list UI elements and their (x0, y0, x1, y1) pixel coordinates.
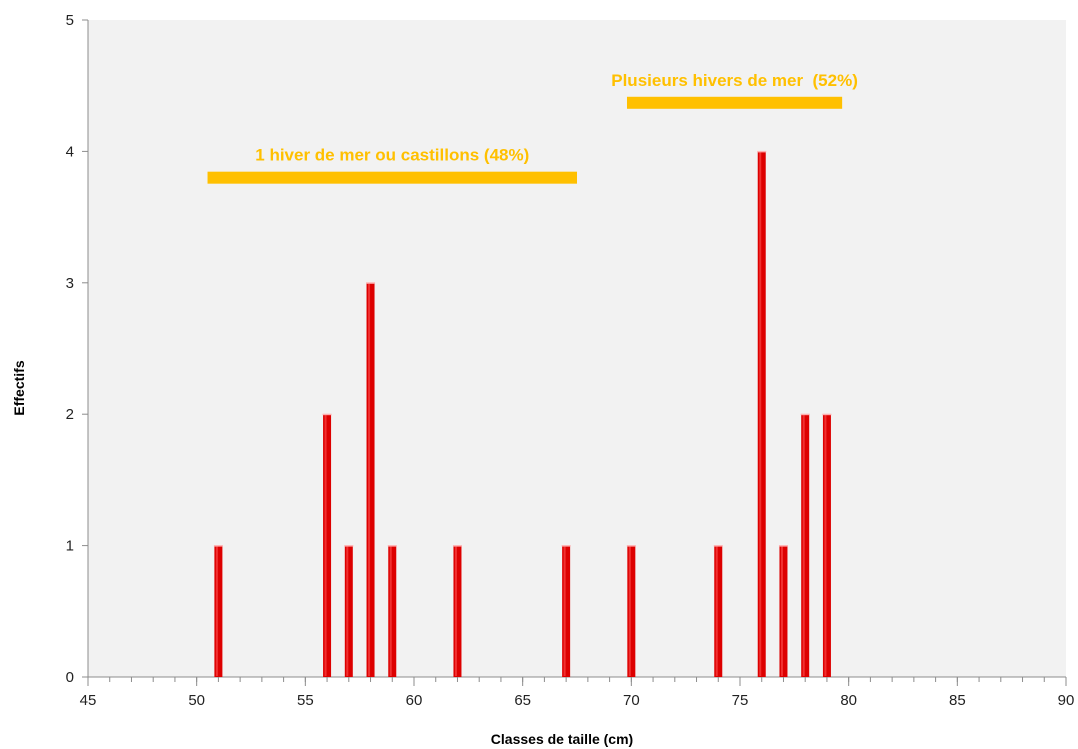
bar (452, 545, 462, 677)
bar-highlight (563, 546, 566, 676)
x-tick-label: 50 (188, 692, 205, 709)
bar (322, 413, 332, 677)
bar-highlight (802, 415, 805, 676)
bar-body (801, 414, 810, 677)
bar-body (453, 545, 462, 677)
bar (366, 282, 376, 677)
bars (213, 150, 832, 677)
x-tick-label: 55 (297, 692, 314, 709)
bar-body (366, 282, 375, 677)
bar-highlight (715, 546, 718, 676)
x-tick-label: 60 (406, 692, 423, 709)
bar-highlight (389, 546, 392, 676)
bar-top (366, 282, 376, 284)
bar-highlight (628, 546, 631, 676)
bar (344, 545, 354, 677)
bar-top (452, 545, 462, 547)
bar-highlight (780, 546, 783, 676)
bar-body (214, 545, 223, 677)
bar-body (627, 545, 636, 677)
bar (800, 413, 810, 677)
x-tick-label: 75 (732, 692, 749, 709)
bar-highlight (346, 546, 349, 676)
bar (713, 545, 723, 677)
bar-body (822, 414, 831, 677)
y-tick-label: 5 (66, 12, 74, 29)
bar (561, 545, 571, 677)
bar-body (779, 545, 788, 677)
y-axis-title: Effectifs (11, 360, 27, 415)
x-tick-label: 70 (623, 692, 640, 709)
bar-highlight (368, 283, 371, 676)
bar (757, 150, 767, 677)
bar-body (757, 151, 766, 677)
y-tick-label: 3 (66, 275, 74, 292)
bar-body (323, 414, 332, 677)
bar-highlight (759, 152, 762, 676)
bar-highlight (824, 415, 827, 676)
bar-body (344, 545, 353, 677)
x-tick-label: 85 (949, 692, 966, 709)
y-tick-label: 1 (66, 538, 74, 555)
bar-top (213, 545, 223, 547)
range-label: 1 hiver de mer ou castillons (48%) (255, 146, 529, 165)
y-tick-label: 2 (66, 406, 74, 423)
range-label: Plusieurs hivers de mer (52%) (611, 71, 858, 90)
annotations: 1 hiver de mer ou castillons (48%) Plusie… (207, 71, 858, 184)
bar-top (561, 545, 571, 547)
y-tick-label: 4 (66, 143, 74, 160)
bar-highlight (215, 546, 218, 676)
bar-top (800, 413, 810, 416)
bar (778, 545, 788, 677)
plot-area (88, 20, 1066, 677)
bar-body (714, 545, 723, 677)
y-tick-label: 0 (66, 669, 74, 686)
bar-top (778, 545, 788, 547)
range-bar (207, 171, 578, 184)
bar-top (322, 413, 332, 416)
bar-top (344, 545, 354, 547)
bar-top (757, 150, 767, 153)
bar-body (562, 545, 571, 677)
x-tick-label: 80 (840, 692, 857, 709)
x-tick-label: 90 (1058, 692, 1075, 709)
bar (822, 413, 832, 677)
bar-highlight (324, 415, 327, 676)
bar-top (387, 545, 397, 547)
x-tick-label: 65 (514, 692, 531, 709)
bar-highlight (454, 546, 457, 676)
bar (387, 545, 397, 677)
bar-top (713, 545, 723, 547)
bar (213, 545, 223, 677)
bar (626, 545, 636, 677)
bar-top (822, 413, 832, 416)
x-tick-label: 45 (80, 692, 97, 709)
x-axis-title: Classes de taille (cm) (491, 731, 633, 747)
bar-top (626, 545, 636, 547)
range-bar (626, 96, 843, 109)
bar-body (388, 545, 397, 677)
